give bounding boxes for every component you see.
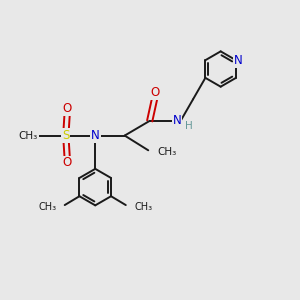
Text: CH₃: CH₃ [38, 202, 56, 212]
Text: H: H [185, 121, 193, 131]
Text: N: N [234, 54, 243, 67]
Text: N: N [173, 114, 182, 127]
Text: S: S [62, 129, 70, 142]
Text: CH₃: CH₃ [157, 147, 176, 157]
Text: O: O [150, 86, 160, 99]
Text: CH₃: CH₃ [19, 130, 38, 141]
Text: N: N [91, 129, 100, 142]
Text: O: O [63, 157, 72, 169]
Text: O: O [63, 102, 72, 115]
Text: CH₃: CH₃ [134, 202, 152, 212]
